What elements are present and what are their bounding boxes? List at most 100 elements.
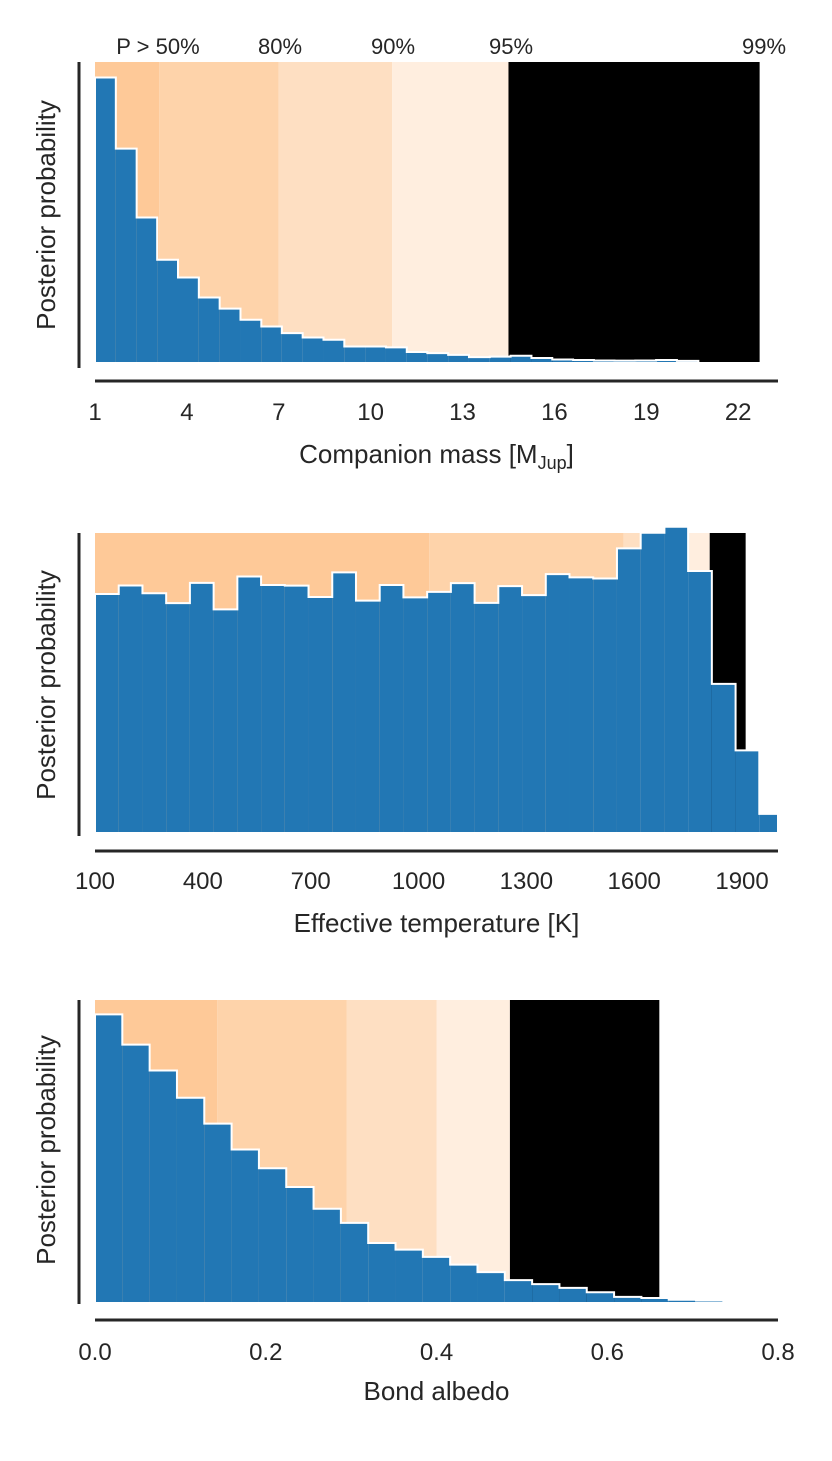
x-axis-label: Bond albedo (363, 1376, 509, 1406)
histogram-bar (510, 355, 532, 362)
x-axis-label-main: Companion mass [M (299, 439, 537, 469)
histogram-bar (332, 572, 356, 832)
histogram-bar (477, 1272, 505, 1302)
x-tick-label: 0.0 (78, 1339, 111, 1366)
credible-band (436, 1000, 510, 1302)
histogram-bar (711, 683, 736, 832)
band-label: 90% (371, 34, 415, 59)
histogram-bar (450, 1264, 478, 1302)
histogram-bar (340, 1222, 369, 1302)
histogram-bar (237, 576, 262, 832)
credible-band (392, 62, 509, 362)
histogram-bar (385, 347, 407, 362)
histogram-bar (559, 1287, 587, 1302)
credible-band (508, 62, 760, 362)
x-axis-label-subscript: Jup (538, 453, 567, 473)
histogram-bar (586, 1292, 615, 1302)
histogram-bar (302, 337, 324, 362)
histogram-bar (614, 1296, 642, 1302)
histogram-bar (759, 813, 778, 832)
histogram-bar (157, 259, 179, 362)
histogram-bar (240, 319, 262, 362)
histogram-bar (308, 596, 333, 832)
x-tick-label: 700 (291, 868, 331, 895)
histogram-bar (427, 353, 449, 362)
x-axis-label: Companion mass [MJup] (299, 439, 574, 473)
histogram-bar (178, 277, 199, 362)
y-axis-label: Posterior probability (31, 570, 61, 800)
histogram-outline (94, 525, 779, 832)
x-tick-label: 13 (449, 399, 476, 426)
histogram-bar (368, 1243, 396, 1302)
histogram-bar (355, 600, 380, 832)
x-tick-label: 16 (541, 399, 568, 426)
histogram-outline (94, 76, 700, 362)
histogram-bar (641, 1297, 669, 1302)
panel-1: P > 50% 80% 90% 95% 99% 1 4 7 10 13 16 19 22 Companio… (31, 34, 786, 473)
histogram-bar (448, 354, 469, 362)
histogram-bar (403, 597, 428, 832)
histogram-bar (95, 1014, 123, 1302)
histogram-bar (664, 526, 689, 832)
credible-band (278, 62, 393, 362)
histogram-bar (258, 1168, 287, 1302)
histogram-bar (474, 602, 499, 832)
panel-3: 0.0 0.2 0.4 0.6 0.8 Bond albedo Posterior prob… (31, 1000, 795, 1406)
histogram-bar (95, 593, 119, 832)
histogram-bar (395, 1249, 423, 1302)
x-axis-label-tail: ] (567, 439, 574, 469)
histogram-bar (176, 1097, 205, 1302)
x-tick-label: 1900 (715, 868, 768, 895)
x-tick-label: 100 (75, 868, 115, 895)
histogram-bar (166, 603, 190, 832)
histogram-bar (379, 584, 404, 832)
histogram-bar (261, 326, 282, 362)
x-tick-label: 1300 (500, 868, 553, 895)
histogram-bar (616, 548, 641, 832)
histogram-bar (115, 148, 137, 362)
x-tick-label: 22 (725, 399, 752, 426)
x-tick-label: 19 (633, 399, 660, 426)
histogram-bar (552, 359, 574, 362)
x-tick-label: 1000 (392, 868, 445, 895)
histogram-bar (118, 585, 143, 832)
histogram-bar (149, 1070, 177, 1302)
band-label: 80% (258, 34, 302, 59)
histogram-bar (313, 1208, 341, 1302)
histogram-bar (532, 1284, 560, 1302)
x-axis-label: Effective temperature [K] (294, 908, 580, 938)
x-tick-label: 0.2 (249, 1339, 282, 1366)
histogram-bar (593, 578, 617, 832)
histogram-bar (406, 352, 428, 362)
histogram-bar (640, 532, 665, 832)
histogram-bar (281, 333, 303, 362)
histogram-bar (450, 583, 475, 832)
histogram-bar (95, 77, 116, 363)
histogram-bar (286, 1186, 314, 1302)
histogram-bar (261, 584, 285, 832)
histogram-outline (94, 1013, 754, 1303)
credible-band (509, 1000, 660, 1302)
histogram-bar (284, 585, 309, 832)
histogram-bar (522, 595, 546, 832)
histogram-bar (231, 1149, 259, 1302)
x-tick-label: 0.6 (591, 1339, 624, 1366)
histogram-bar (204, 1123, 232, 1302)
x-tick-label: 1600 (608, 868, 661, 895)
x-tick-label: 4 (180, 399, 193, 426)
histogram-bar (498, 586, 523, 832)
histogram-bar (422, 1256, 451, 1302)
histogram-bar (365, 346, 386, 362)
histogram-bar (489, 356, 511, 362)
histogram-bar (504, 1280, 533, 1302)
histogram-bar (668, 1299, 697, 1302)
band-label: P > 50% (116, 34, 199, 59)
band-label: 95% (489, 34, 533, 59)
x-tick-label: 1 (88, 399, 101, 426)
x-tick-label: 0.8 (761, 1339, 794, 1366)
x-tick-label: 400 (183, 868, 223, 895)
histogram-bar (213, 609, 238, 832)
y-axis-label: Posterior probability (31, 100, 61, 330)
histogram-bar (142, 593, 167, 832)
